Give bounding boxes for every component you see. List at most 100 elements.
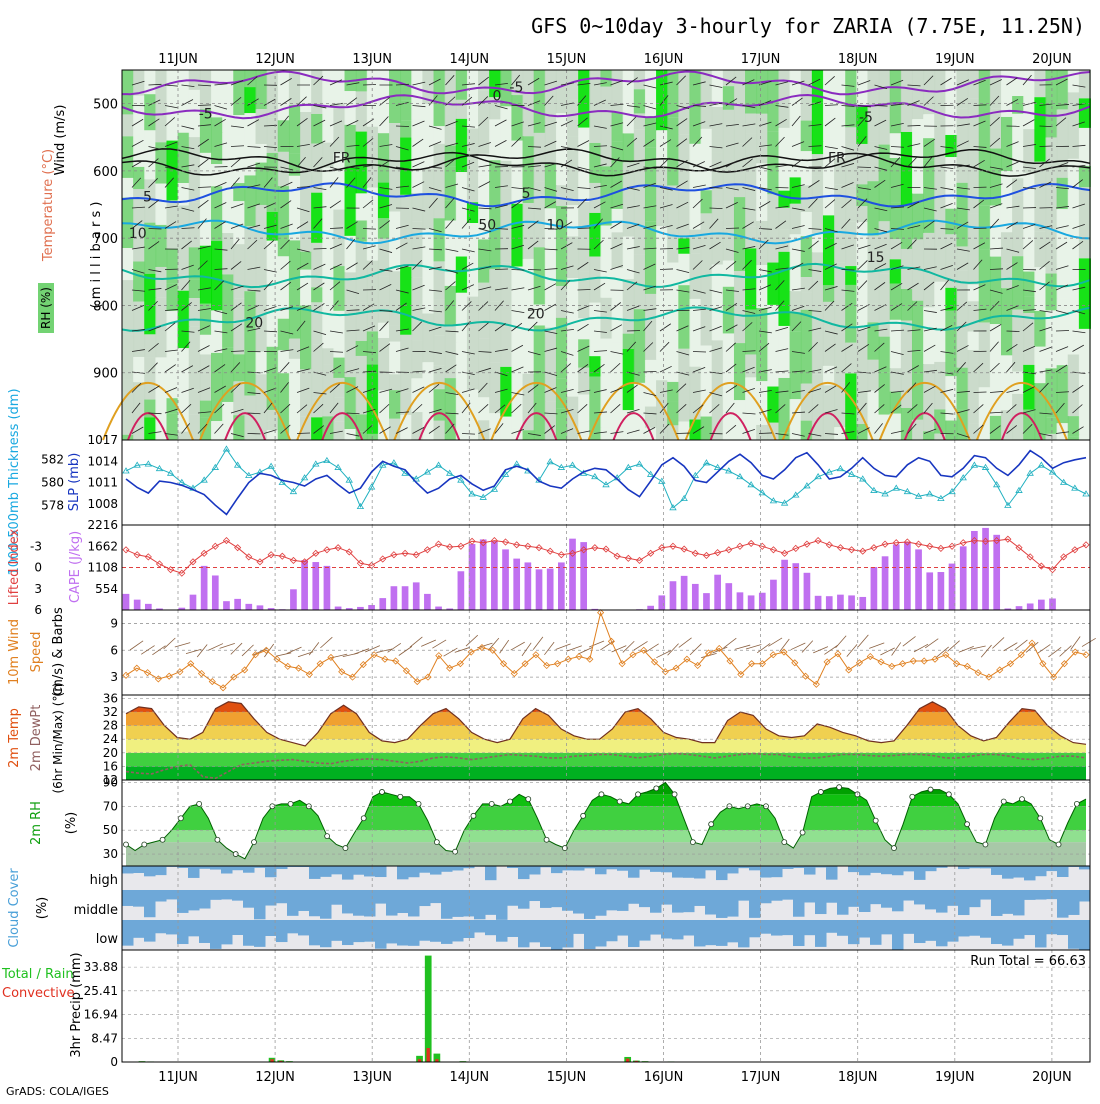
y-tick-label: 90 bbox=[103, 775, 118, 789]
y-tick-label: 2216 bbox=[87, 518, 118, 532]
cape-bar bbox=[658, 595, 665, 610]
cloud-cell bbox=[298, 890, 310, 911]
cape-bar bbox=[670, 581, 677, 610]
cloud-cell bbox=[859, 866, 871, 875]
temp-band bbox=[122, 739, 1090, 753]
y-tick-label: 3 bbox=[110, 670, 118, 684]
rh-cell bbox=[645, 360, 657, 377]
cloud-cell bbox=[716, 890, 728, 918]
cloud-cell bbox=[595, 866, 607, 874]
rh-cell bbox=[411, 193, 423, 222]
rh-cell bbox=[890, 284, 902, 320]
rh-cell bbox=[1079, 389, 1091, 434]
cloud-cell bbox=[573, 920, 585, 934]
rh-cell bbox=[333, 103, 345, 154]
cloud-cell bbox=[210, 890, 222, 900]
rh-point bbox=[1038, 816, 1043, 821]
cloud-cell bbox=[155, 866, 167, 875]
cloud-cell bbox=[353, 920, 365, 942]
cape-bar bbox=[391, 586, 398, 610]
rh-cell bbox=[1001, 263, 1013, 288]
rh-cell bbox=[790, 118, 802, 177]
rh-cell bbox=[567, 136, 579, 188]
rh-cell bbox=[478, 338, 490, 397]
rh-point bbox=[782, 840, 787, 845]
rh-cell bbox=[612, 113, 624, 142]
rh-cell bbox=[612, 70, 624, 113]
temp-band bbox=[122, 712, 1090, 726]
y-tick-label: 1008 bbox=[87, 497, 118, 511]
wind-barb bbox=[858, 635, 868, 647]
rh-cell bbox=[133, 167, 145, 189]
cloud-cell bbox=[727, 890, 739, 917]
cloud-cell bbox=[1035, 920, 1047, 947]
rh-cell bbox=[400, 195, 412, 267]
temp-band bbox=[122, 766, 1090, 780]
day-label-bottom: 14JUN bbox=[449, 1070, 489, 1085]
rh-cell bbox=[767, 194, 779, 262]
cloud-cell bbox=[562, 920, 574, 947]
rh-cell bbox=[656, 70, 668, 130]
cloud-cell bbox=[925, 866, 937, 871]
cloud-cell bbox=[551, 890, 563, 907]
wind-barb bbox=[410, 637, 422, 647]
cloud-cell bbox=[133, 890, 145, 907]
rh-cell bbox=[445, 201, 457, 221]
rh-cell bbox=[267, 430, 279, 440]
rh-point bbox=[654, 786, 659, 791]
rh-cell bbox=[300, 112, 312, 153]
rh-point bbox=[380, 789, 385, 794]
cloud-cell bbox=[617, 866, 629, 871]
cloud-cell bbox=[573, 866, 585, 871]
rh-cell bbox=[456, 342, 468, 411]
rh-cell bbox=[867, 391, 879, 422]
rh-cell bbox=[278, 350, 290, 373]
cloud-cell bbox=[133, 920, 145, 938]
rh-cell bbox=[623, 237, 635, 280]
rh-point bbox=[471, 813, 476, 818]
cloud-cell bbox=[210, 920, 222, 949]
rh-point bbox=[453, 849, 458, 854]
contour-label: 10 bbox=[546, 218, 564, 234]
cloud-cell bbox=[650, 890, 662, 913]
wind-barb bbox=[363, 84, 376, 85]
cape-bar bbox=[190, 595, 197, 610]
rh-cell bbox=[1012, 114, 1024, 178]
cloud-cell bbox=[166, 890, 178, 899]
rh-cell bbox=[567, 278, 579, 322]
rh-cell bbox=[990, 346, 1002, 416]
wind-barb bbox=[679, 638, 692, 648]
cape-axis-label: CAPE (J/kg) bbox=[68, 531, 83, 603]
precip-total-bar bbox=[425, 956, 432, 1062]
cloud-cell bbox=[166, 920, 178, 934]
cloud-cell bbox=[507, 920, 519, 937]
rh-cell bbox=[823, 302, 835, 366]
rh-cell bbox=[790, 70, 802, 118]
rh-cell bbox=[1045, 368, 1057, 417]
rh-cell bbox=[945, 311, 957, 376]
cloud-cell bbox=[188, 866, 200, 878]
y-tick-label: 1011 bbox=[87, 476, 118, 490]
cloud-cell bbox=[771, 890, 783, 901]
cloud-cell bbox=[650, 920, 662, 935]
rh-cell bbox=[411, 120, 423, 193]
cloud-cell bbox=[683, 920, 695, 936]
rh-cell bbox=[523, 259, 535, 313]
rh-cell bbox=[600, 87, 612, 110]
wind-barb bbox=[726, 228, 739, 229]
contour-label: 15 bbox=[867, 250, 885, 266]
wind-barb bbox=[421, 640, 436, 646]
cloud-cell bbox=[309, 866, 321, 879]
rh-point bbox=[672, 792, 677, 797]
wind-barb bbox=[396, 126, 409, 127]
cape-bar bbox=[938, 572, 945, 610]
wind-barb bbox=[948, 641, 960, 652]
cloud-cell bbox=[364, 920, 376, 942]
wind-barb bbox=[813, 647, 828, 653]
wind-barb bbox=[208, 644, 223, 651]
rh-cell bbox=[311, 243, 323, 287]
rh-cell bbox=[845, 186, 857, 222]
wind-barb bbox=[842, 270, 855, 271]
rh-cell bbox=[723, 361, 735, 411]
wind-barb bbox=[992, 637, 1004, 648]
